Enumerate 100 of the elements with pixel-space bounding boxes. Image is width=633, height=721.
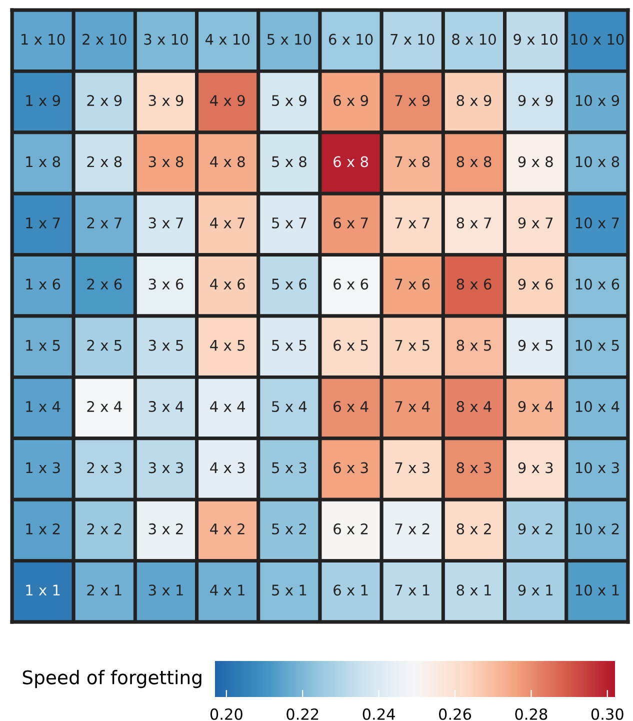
data-label: 1 x 10 <box>22 34 65 45</box>
data-label: 5 x 9 <box>272 95 306 106</box>
color-bar-label: 0.24 <box>362 708 395 720</box>
data-label: 8 x 6 <box>456 278 492 290</box>
data-label: 1 x 6 <box>26 278 60 290</box>
data-label: 7 x 6 <box>395 278 430 290</box>
data-label: 2 x 5 <box>87 340 122 351</box>
color-bar-title: Speed of forgetting <box>22 670 202 688</box>
data-label: 8 x 8 <box>456 156 492 168</box>
data-label: 5 x 8 <box>272 156 306 168</box>
data-label: 2 x 8 <box>87 156 122 168</box>
data-label: 10 x 3 <box>576 462 619 474</box>
data-label: 8 x 2 <box>456 523 491 534</box>
data-label: 4 x 7 <box>210 218 245 228</box>
data-label: 3 x 4 <box>148 401 184 412</box>
data-label: 6 x 1 <box>334 584 368 596</box>
data-label: 6 x 7 <box>334 217 368 228</box>
data-label: 2 x 10 <box>82 34 126 45</box>
data-label: 4 x 9 <box>210 95 245 106</box>
data-label: 3 x 6 <box>148 278 184 290</box>
data-label: 8 x 10 <box>452 34 496 45</box>
data-label: 8 x 9 <box>456 95 492 106</box>
color-bar-label: 0.30 <box>591 708 624 720</box>
data-label: 6 x 2 <box>334 523 368 534</box>
data-label: 3 x 7 <box>148 217 183 228</box>
data-label: 3 x 2 <box>148 523 183 534</box>
data-label: 7 x 7 <box>395 218 430 228</box>
data-label: 3 x 10 <box>144 34 188 45</box>
data-label: 4 x 3 <box>210 462 245 474</box>
data-label: 2 x 2 <box>87 523 122 534</box>
data-label: 10 x 6 <box>576 278 620 290</box>
data-label: 6 x 3 <box>334 462 368 474</box>
data-label: 6 x 10 <box>328 34 373 45</box>
data-label: 1 x 3 <box>26 462 60 474</box>
data-label: 9 x 2 <box>518 523 552 534</box>
data-label: 4 x 10 <box>205 34 250 45</box>
data-label: 2 x 4 <box>87 401 122 412</box>
data-label: 9 x 4 <box>518 401 554 412</box>
data-label: 3 x 3 <box>148 462 184 474</box>
data-label: 5 x 3 <box>272 462 306 474</box>
data-label: 1 x 9 <box>26 95 60 106</box>
data-label: 9 x 10 <box>514 34 558 45</box>
data-label: 9 x 5 <box>518 340 553 351</box>
data-label: 10 x 1 <box>576 584 619 596</box>
data-label: 8 x 4 <box>456 401 492 412</box>
color-bar-label: 0.28 <box>515 708 548 720</box>
color-bar-label: 0.20 <box>210 708 242 720</box>
data-label: 7 x 2 <box>395 523 430 534</box>
data-label: 7 x 1 <box>395 584 430 596</box>
data-label: 6 x 4 <box>334 401 368 412</box>
data-label: 1 x 8 <box>26 156 60 168</box>
data-label: 2 x 7 <box>87 217 122 228</box>
data-label: 9 x 8 <box>518 156 553 168</box>
data-label: 5 x 2 <box>272 523 306 534</box>
data-label: 1 x 7 <box>26 218 60 228</box>
data-label: 8 x 3 <box>456 462 492 474</box>
data-label: 8 x 5 <box>456 340 491 351</box>
data-label: 2 x 9 <box>87 95 122 106</box>
data-label: 9 x 3 <box>518 462 553 474</box>
data-label: 5 x 7 <box>272 218 306 228</box>
data-label: 10 x 5 <box>576 340 619 351</box>
data-label: 1 x 2 <box>26 523 60 534</box>
data-label: 4 x 2 <box>210 523 244 534</box>
data-label: 5 x 6 <box>272 278 307 290</box>
data-label: 2 x 6 <box>87 278 122 290</box>
data-label: 6 x 6 <box>334 278 368 290</box>
data-label: 6 x 5 <box>334 340 368 351</box>
data-label: 10 x 4 <box>576 401 620 412</box>
data-label: 2 x 3 <box>87 462 122 474</box>
data-label: 3 x 8 <box>148 156 184 168</box>
data-label: 9 x 7 <box>518 217 553 228</box>
data-label: 7 x 3 <box>395 462 430 474</box>
data-label: 4 x 8 <box>210 156 245 168</box>
data-label: 10 x 7 <box>576 217 619 228</box>
data-label: 4 x 5 <box>210 340 245 351</box>
data-label: 4 x 4 <box>210 401 246 412</box>
data-label: 5 x 10 <box>267 34 312 45</box>
data-label: 3 x 1 <box>148 584 183 596</box>
data-label: 10 x 10 <box>571 34 624 45</box>
data-label: 9 x 1 <box>518 584 552 596</box>
data-label: 10 x 8 <box>576 156 620 168</box>
data-label: 1 x 5 <box>26 340 60 351</box>
data-label: 7 x 9 <box>395 95 430 106</box>
data-label: 9 x 6 <box>518 278 553 290</box>
data-label: 10 x 2 <box>576 523 619 534</box>
data-label: 9 x 9 <box>518 95 553 106</box>
data-label: 6 x 8 <box>334 156 368 168</box>
data-label: 10 x 9 <box>576 95 620 106</box>
data-label: 5 x 5 <box>272 340 306 351</box>
color-bar-label: 0.26 <box>439 708 472 720</box>
data-label: 7 x 5 <box>395 340 430 351</box>
data-label: 2 x 1 <box>87 584 122 596</box>
data-label: 1 x 1 <box>26 584 60 596</box>
data-label: 1 x 4 <box>26 401 60 412</box>
data-label: 4 x 6 <box>210 278 245 290</box>
data-label: 6 x 9 <box>334 95 368 106</box>
data-label: 4 x 1 <box>210 584 244 596</box>
data-label: 3 x 5 <box>148 340 183 351</box>
color-bar-label: 0.22 <box>286 708 318 720</box>
data-label: 8 x 1 <box>456 584 491 596</box>
